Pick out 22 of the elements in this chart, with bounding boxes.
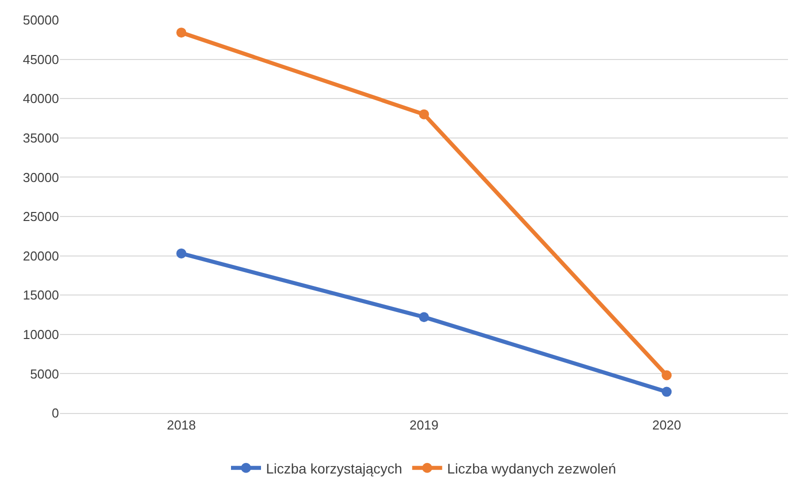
y-tick-label: 10000 [22, 326, 59, 342]
y-tick-label: 15000 [22, 288, 59, 303]
x-tick-label: 2018 [166, 418, 196, 433]
y-tick-label: 45000 [22, 52, 59, 67]
point [662, 370, 672, 380]
point [176, 28, 186, 38]
x-tick-label: 2019 [410, 418, 438, 433]
point [419, 109, 429, 120]
y-tick-label: 30000 [22, 170, 59, 185]
legend-label: Liczba wydanych zezwoleń [447, 460, 616, 476]
x-tick-label: 2020 [652, 418, 682, 433]
y-tick-label: 20000 [22, 248, 59, 264]
y-tick-label: 35000 [22, 130, 59, 146]
y-tick-label: 50000 [22, 12, 59, 28]
point [419, 312, 429, 322]
legend-label: Liczba korzystających [266, 460, 402, 476]
point [176, 248, 186, 258]
y-tick-label: 0 [52, 406, 59, 421]
y-tick-label: 25000 [22, 209, 59, 224]
y-tick-label: 5000 [30, 366, 59, 382]
y-tick-label: 40000 [22, 91, 59, 106]
point [662, 386, 672, 397]
